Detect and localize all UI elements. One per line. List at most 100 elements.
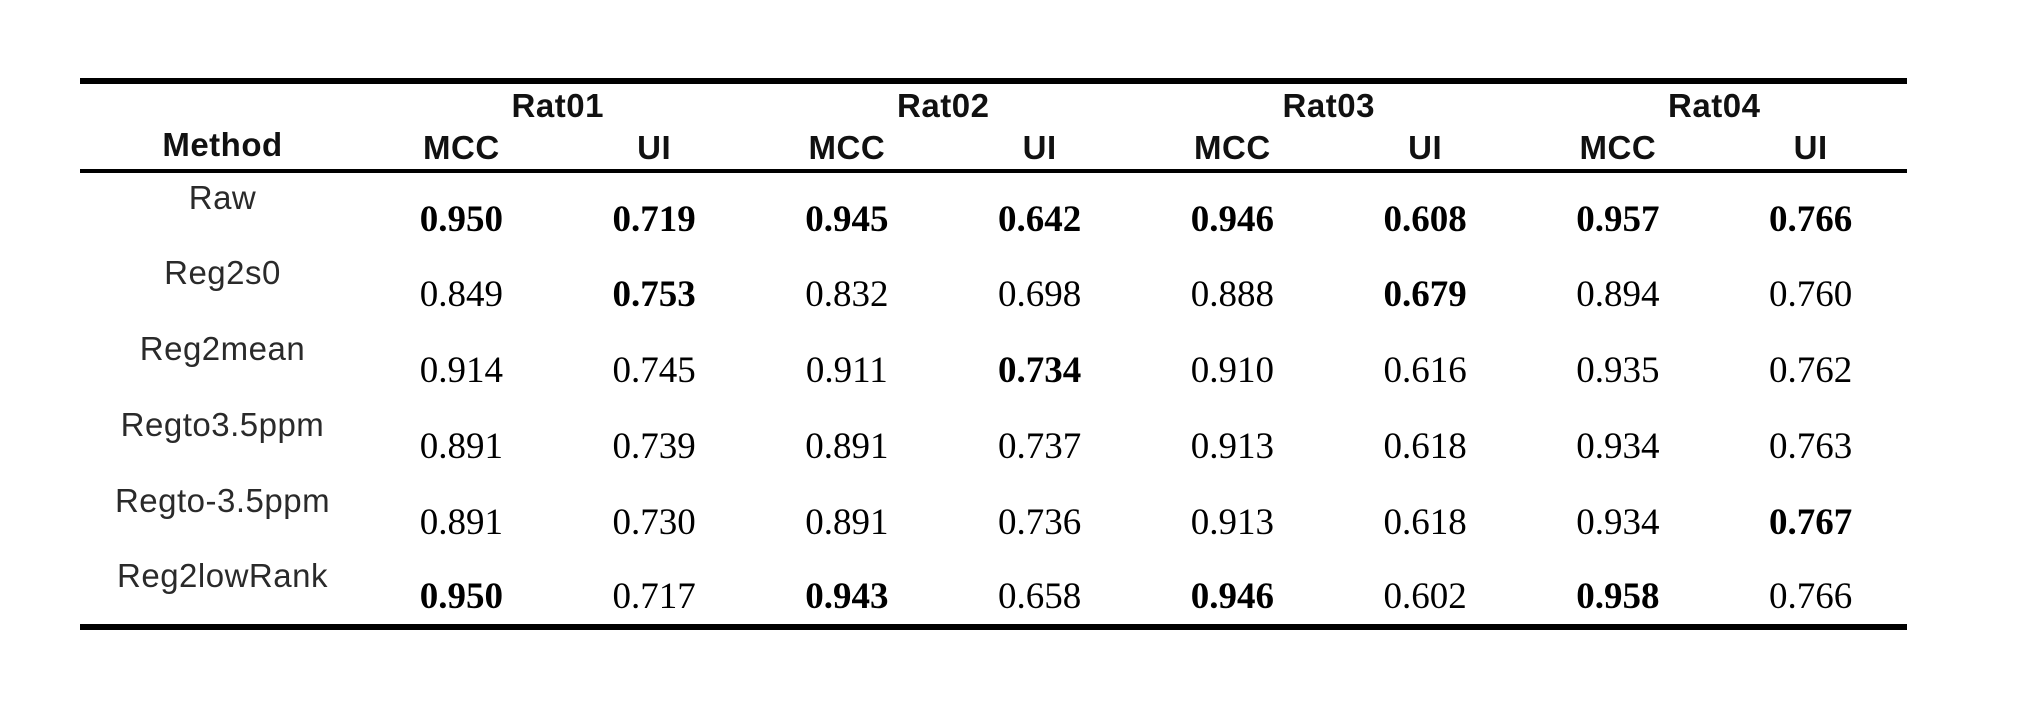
table-row-reg2lowrank: Reg2lowRank 0.950 0.717 0.943 0.658 0.94… [80, 551, 1907, 627]
value-cell: 0.679 [1329, 247, 1522, 323]
group-label: Rat02 [897, 86, 990, 124]
value-cell: 0.910 [1136, 323, 1329, 399]
table-header: Method Rat01 Rat02 Rat03 Rat04 MCC UI MC… [80, 81, 1907, 171]
metric-value: 0.753 [612, 273, 696, 315]
method-label: Regto3.5ppm [120, 406, 325, 443]
column-group-rat04: Rat04 [1522, 81, 1908, 127]
method-header-label: Method [162, 125, 283, 163]
metric-value: 0.945 [805, 198, 889, 240]
subheader-label: UI [1022, 129, 1057, 166]
metric-value: 0.642 [998, 198, 1082, 240]
metric-value: 0.891 [805, 425, 889, 467]
metric-value: 0.957 [1576, 198, 1660, 240]
value-cell: 0.618 [1329, 399, 1522, 475]
metric-value: 0.745 [612, 349, 696, 391]
column-header-rat01-ui: UI [558, 127, 751, 171]
metric-value: 0.894 [1576, 273, 1660, 315]
metric-value: 0.719 [612, 198, 696, 240]
group-label: Rat01 [511, 86, 604, 124]
column-header-rat03-ui: UI [1329, 127, 1522, 171]
value-cell: 0.760 [1714, 247, 1907, 323]
value-cell: 0.658 [943, 551, 1136, 627]
value-cell: 0.608 [1329, 171, 1522, 247]
group-label: Rat03 [1282, 86, 1375, 124]
value-cell: 0.849 [365, 247, 558, 323]
column-header-method: Method [80, 81, 365, 171]
metric-value: 0.762 [1769, 349, 1853, 391]
value-cell: 0.946 [1136, 171, 1329, 247]
metric-value: 0.618 [1383, 501, 1467, 543]
metric-value: 0.737 [998, 425, 1082, 467]
metric-value: 0.913 [1190, 425, 1274, 467]
column-group-rat03: Rat03 [1136, 81, 1522, 127]
value-cell: 0.934 [1522, 399, 1715, 475]
metric-value: 0.767 [1769, 501, 1853, 543]
metric-value: 0.946 [1190, 576, 1274, 617]
metric-value: 0.914 [419, 349, 503, 391]
value-cell: 0.717 [558, 551, 751, 627]
value-cell: 0.739 [558, 399, 751, 475]
metric-value: 0.910 [1190, 349, 1274, 391]
column-header-rat01-mcc: MCC [365, 127, 558, 171]
value-cell: 0.767 [1714, 475, 1907, 551]
metric-value: 0.913 [1190, 501, 1274, 543]
method-label: Regto-3.5ppm [114, 482, 331, 519]
metric-value: 0.934 [1576, 501, 1660, 543]
metric-value: 0.950 [419, 576, 503, 617]
column-header-rat04-ui: UI [1714, 127, 1907, 171]
subheader-label: UI [637, 129, 672, 166]
metric-value: 0.958 [1576, 576, 1660, 617]
value-cell: 0.832 [751, 247, 944, 323]
value-cell: 0.719 [558, 171, 751, 247]
table-row-raw: Raw 0.950 0.719 0.945 0.642 0.946 0.608 … [80, 171, 1907, 247]
value-cell: 0.891 [751, 475, 944, 551]
metric-value: 0.602 [1383, 576, 1467, 617]
value-cell: 0.957 [1522, 171, 1715, 247]
column-group-rat01: Rat01 [365, 81, 751, 127]
results-table: Method Rat01 Rat02 Rat03 Rat04 MCC UI MC… [80, 78, 1907, 630]
column-header-rat03-mcc: MCC [1136, 127, 1329, 171]
value-cell: 0.763 [1714, 399, 1907, 475]
metric-value: 0.658 [998, 576, 1082, 617]
subheader-label: MCC [808, 129, 886, 166]
value-cell: 0.730 [558, 475, 751, 551]
group-header-row: Method Rat01 Rat02 Rat03 Rat04 [80, 81, 1908, 163]
value-cell: 0.698 [943, 247, 1136, 323]
table-row-reg2mean: Reg2mean 0.914 0.745 0.911 0.734 0.910 0… [80, 323, 1907, 399]
method-label: Reg2lowRank [117, 556, 328, 594]
metric-value: 0.618 [1383, 425, 1467, 467]
subheader-label: UI [1793, 129, 1828, 166]
metric-value: 0.891 [419, 425, 503, 467]
metric-value: 0.698 [998, 273, 1082, 315]
table-row-regto35ppm: Regto3.5ppm 0.891 0.739 0.891 0.737 0.91… [80, 399, 1907, 475]
column-header-rat02-mcc: MCC [751, 127, 944, 171]
metric-value: 0.730 [612, 501, 696, 543]
table-body: Raw 0.950 0.719 0.945 0.642 0.946 0.608 … [80, 171, 1907, 627]
value-cell: 0.762 [1714, 323, 1907, 399]
metric-value: 0.891 [805, 501, 889, 543]
value-cell: 0.642 [943, 171, 1136, 247]
value-cell: 0.736 [943, 475, 1136, 551]
value-cell: 0.891 [365, 475, 558, 551]
metric-value: 0.766 [1769, 198, 1853, 240]
metric-value: 0.760 [1769, 273, 1853, 315]
value-cell: 0.737 [943, 399, 1136, 475]
value-cell: 0.934 [1522, 475, 1715, 551]
method-label: Raw [188, 179, 257, 216]
method-label: Reg2s0 [164, 254, 281, 291]
value-cell: 0.914 [365, 323, 558, 399]
metric-value: 0.734 [998, 349, 1082, 391]
value-cell: 0.894 [1522, 247, 1715, 323]
metric-value: 0.739 [612, 425, 696, 467]
metric-value: 0.766 [1769, 576, 1853, 617]
value-cell: 0.935 [1522, 323, 1715, 399]
metric-value: 0.608 [1383, 198, 1467, 240]
metric-value: 0.832 [805, 273, 889, 315]
value-cell: 0.766 [1714, 551, 1907, 627]
value-cell: 0.891 [751, 399, 944, 475]
metric-value: 0.935 [1576, 349, 1660, 391]
column-group-rat02: Rat02 [751, 81, 1137, 127]
metric-value: 0.763 [1769, 425, 1853, 467]
metric-value: 0.946 [1190, 198, 1274, 240]
